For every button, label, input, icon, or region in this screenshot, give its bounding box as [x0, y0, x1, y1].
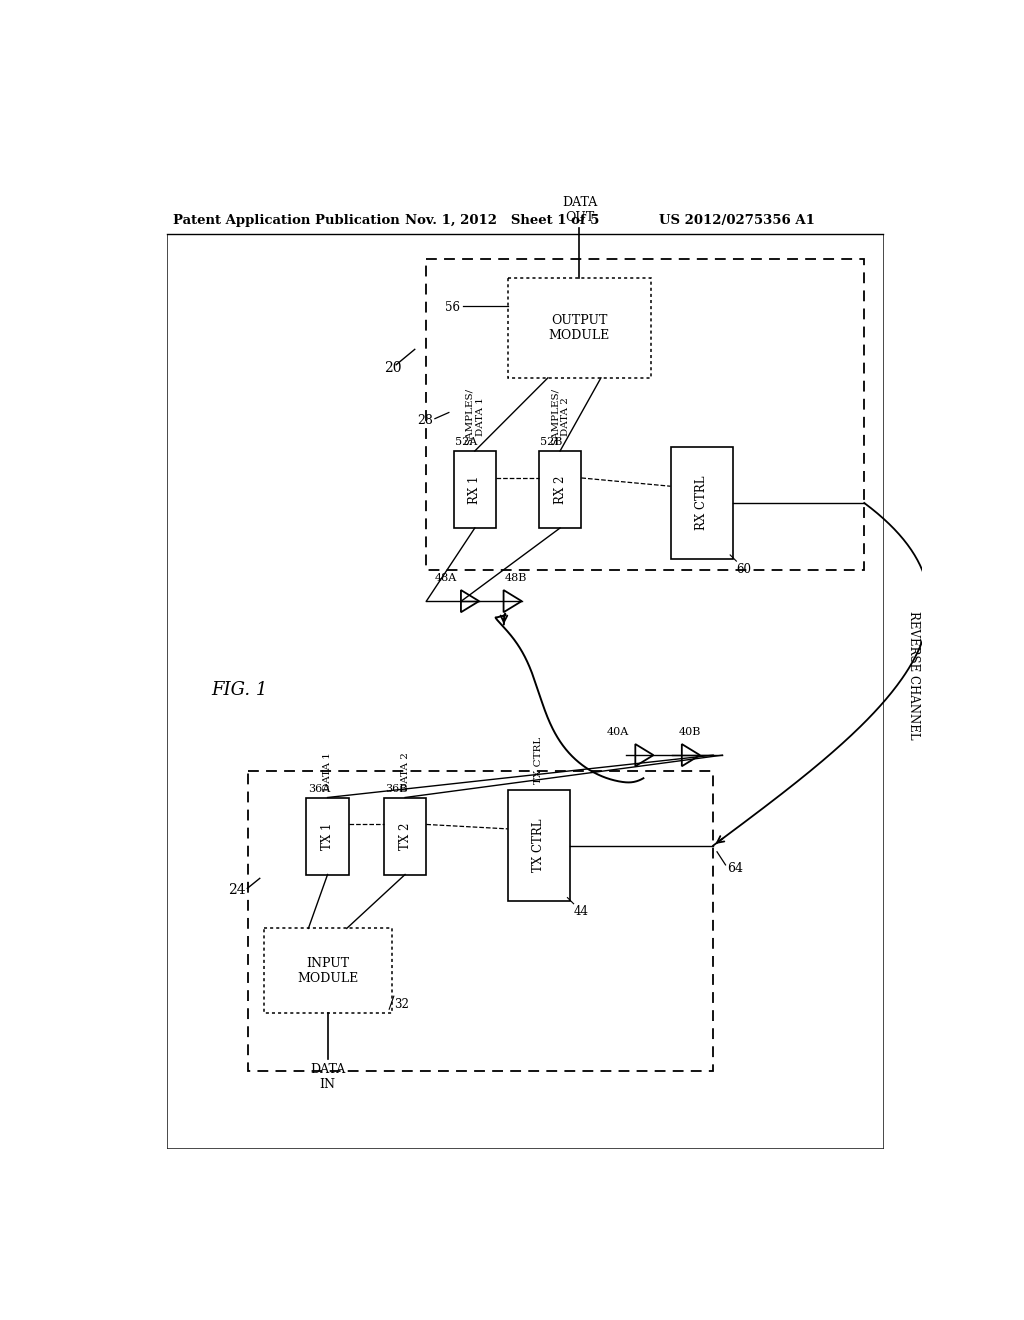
Text: 40B: 40B: [679, 727, 701, 737]
Polygon shape: [508, 789, 569, 902]
Text: US 2012/0275356 A1: US 2012/0275356 A1: [658, 214, 815, 227]
Text: FIG. 1: FIG. 1: [212, 681, 268, 698]
Text: 36B: 36B: [385, 784, 408, 793]
Text: SAMPLES/
DATA 1: SAMPLES/ DATA 1: [465, 388, 484, 445]
Text: 20: 20: [384, 360, 401, 375]
Text: TX 1: TX 1: [322, 822, 334, 850]
Polygon shape: [384, 797, 426, 874]
Polygon shape: [539, 451, 582, 528]
Text: INPUT
MODULE: INPUT MODULE: [297, 957, 358, 985]
Text: 60: 60: [736, 562, 752, 576]
Text: REVERSE CHANNEL: REVERSE CHANNEL: [907, 611, 921, 739]
Polygon shape: [263, 928, 391, 1014]
Text: 36A: 36A: [308, 784, 330, 793]
Text: 56: 56: [444, 301, 460, 314]
Text: 52A: 52A: [455, 437, 477, 447]
Text: 24: 24: [228, 883, 246, 896]
Polygon shape: [454, 451, 496, 528]
Text: 32: 32: [394, 998, 409, 1011]
Text: 64: 64: [727, 862, 743, 875]
Text: 48A: 48A: [434, 573, 457, 582]
Text: TX CTRL: TX CTRL: [535, 737, 544, 784]
Text: 44: 44: [573, 906, 589, 919]
Polygon shape: [306, 797, 349, 874]
Text: 48B: 48B: [504, 573, 526, 582]
Text: 28: 28: [418, 413, 433, 426]
Text: DATA 1: DATA 1: [323, 752, 332, 792]
Text: 52B: 52B: [541, 437, 562, 447]
Text: RX 1: RX 1: [468, 475, 481, 504]
Text: DATA
IN: DATA IN: [310, 1063, 345, 1092]
Polygon shape: [508, 277, 651, 378]
Text: RX CTRL: RX CTRL: [695, 475, 708, 531]
Text: SAMPLES/
DATA 2: SAMPLES/ DATA 2: [550, 388, 569, 445]
Text: TX 2: TX 2: [398, 822, 412, 850]
Text: DATA 2: DATA 2: [400, 752, 410, 792]
Text: TX CTRL: TX CTRL: [532, 818, 545, 873]
Text: OUTPUT
MODULE: OUTPUT MODULE: [549, 314, 610, 342]
Text: Patent Application Publication: Patent Application Publication: [173, 214, 399, 227]
Text: 40A: 40A: [606, 727, 629, 737]
Text: Nov. 1, 2012   Sheet 1 of 5: Nov. 1, 2012 Sheet 1 of 5: [406, 214, 600, 227]
Text: DATA
OUT: DATA OUT: [562, 195, 597, 224]
Polygon shape: [671, 447, 732, 558]
Text: RX 2: RX 2: [554, 475, 566, 504]
